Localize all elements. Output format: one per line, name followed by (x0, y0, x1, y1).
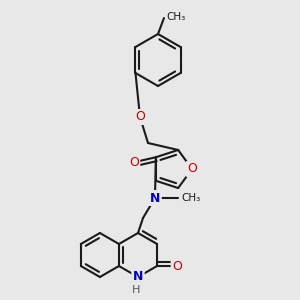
Text: N: N (150, 191, 160, 205)
Text: CH₃: CH₃ (181, 193, 200, 203)
Text: O: O (129, 156, 139, 169)
Text: H: H (132, 285, 140, 295)
Text: N: N (133, 271, 143, 284)
Text: O: O (135, 110, 145, 124)
Text: CH₃: CH₃ (166, 12, 185, 22)
Text: O: O (187, 163, 197, 176)
Text: O: O (172, 260, 182, 272)
